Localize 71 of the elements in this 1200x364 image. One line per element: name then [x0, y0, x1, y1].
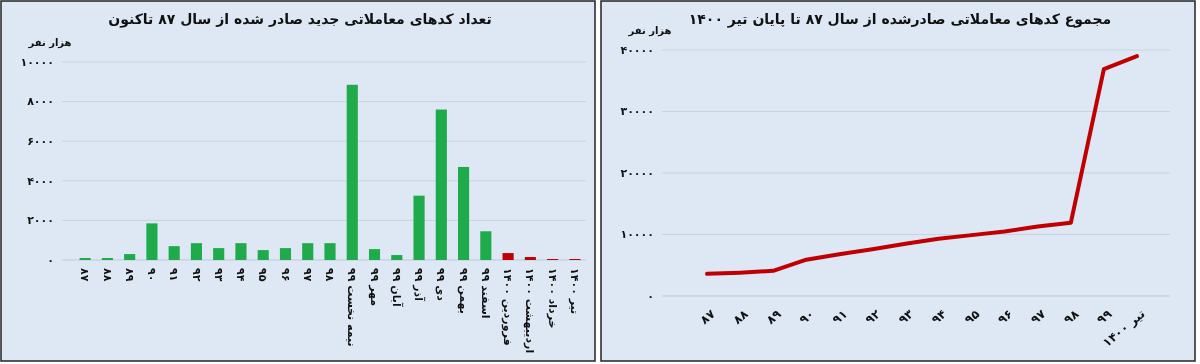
- x-tick-label: ۹۵: [962, 306, 983, 327]
- x-tick-label: آبان ۹۹: [389, 268, 404, 307]
- x-tick-label: ۹۱: [829, 306, 850, 327]
- y-axis-title: هزار نفر: [27, 37, 72, 49]
- x-tick-label: ۹۱: [167, 268, 181, 282]
- x-tick-label: اردیبهشت ۱۴۰۰: [523, 268, 537, 354]
- x-tick-label: ۹۸: [1061, 306, 1082, 327]
- bar: [235, 243, 247, 260]
- x-tick-label: ۹۳: [211, 268, 225, 282]
- y-tick-label: ۱۰۰۰۰: [20, 55, 54, 69]
- x-tick-label: اسفند ۹۹: [478, 268, 492, 319]
- x-tick-label: ۹۲: [189, 268, 203, 282]
- bar: [413, 195, 425, 260]
- x-tick-label: خرداد ۱۴۰۰: [545, 268, 559, 329]
- bar: [190, 243, 202, 260]
- bar: [124, 254, 136, 260]
- y-tick-label: ۲۰۰۰: [27, 214, 54, 228]
- x-tick-label: ۹۴: [928, 306, 950, 327]
- chart-title: مجموع کدهای معاملاتی صادرشده از سال ۸۷ تا پایان تیر ۱۴۰۰: [688, 11, 1112, 28]
- bar: [368, 249, 381, 260]
- bar: [302, 243, 314, 260]
- x-tick-label: ۸۹: [122, 268, 136, 282]
- x-tick-label: ۸۹: [763, 306, 785, 327]
- x-tick-label: ۹۴: [234, 268, 248, 282]
- x-tick-label: ۹۹: [1094, 306, 1116, 327]
- bar: [458, 166, 470, 260]
- x-tick-label: ۹۵: [256, 268, 270, 282]
- bar: [279, 248, 292, 260]
- y-axis-title: هزار نفر: [627, 25, 672, 37]
- x-tick-label: آذر ۹۹: [412, 268, 427, 302]
- y-tick-label: ۶۰۰۰: [27, 135, 54, 149]
- y-tick-label: ۴۰۰۰۰: [620, 43, 654, 57]
- x-tick-label: ۹۶: [278, 268, 292, 282]
- x-tick-label: ۹۰: [145, 268, 159, 282]
- x-tick-label: ۹۷: [1028, 306, 1049, 327]
- x-tick-label: ۹۰: [796, 306, 817, 327]
- x-tick-label: مهر ۹۹: [367, 268, 381, 307]
- x-tick-label: ۸۷: [697, 306, 719, 327]
- bar: [213, 248, 225, 260]
- bar: [168, 246, 180, 260]
- bar: [435, 109, 447, 260]
- x-tick-label: ۹۸: [323, 268, 337, 282]
- y-tick-label: ۰: [647, 289, 654, 303]
- x-tick-label: نیمه نخست ۹۹: [345, 268, 359, 347]
- x-tick-label: بهمن ۹۹: [456, 268, 470, 314]
- bar: [502, 253, 514, 260]
- line-series: [705, 54, 1139, 276]
- bar: [146, 223, 158, 260]
- x-tick-label: تیر ۱۴۰۰: [568, 268, 582, 315]
- y-tick-label: ۸۰۰۰: [27, 95, 54, 109]
- x-tick-label: ۸۸: [730, 306, 752, 327]
- x-tick-label: دی ۹۹: [434, 268, 448, 302]
- chart-title: تعداد کدهای معاملاتی جدید صادر شده از سال ۸۷ تاکنون: [108, 11, 492, 28]
- bar: [257, 250, 269, 260]
- y-tick-label: ۳۰۰۰۰: [620, 105, 654, 119]
- x-tick-label: ۹۶: [995, 306, 1016, 327]
- bar: [524, 257, 536, 260]
- x-tick-label: ۹۲: [862, 306, 884, 327]
- bar: [346, 84, 358, 260]
- x-tick-label: فروردین ۱۴۰۰: [501, 268, 515, 346]
- y-tick-label: ۴۰۰۰: [27, 174, 54, 188]
- x-tick-label: ۹۷: [300, 268, 314, 282]
- y-tick-label: ۱۰۰۰۰: [620, 228, 654, 242]
- bar: [391, 255, 403, 260]
- x-tick-label: ۹۳: [895, 306, 917, 327]
- bar: [480, 231, 492, 260]
- y-tick-label: ۰: [47, 253, 54, 267]
- x-tick-label: ۸۸: [100, 268, 114, 282]
- y-tick-label: ۲۰۰۰۰: [620, 166, 654, 180]
- x-tick-label: ۸۷: [78, 268, 92, 282]
- bar: [324, 243, 336, 260]
